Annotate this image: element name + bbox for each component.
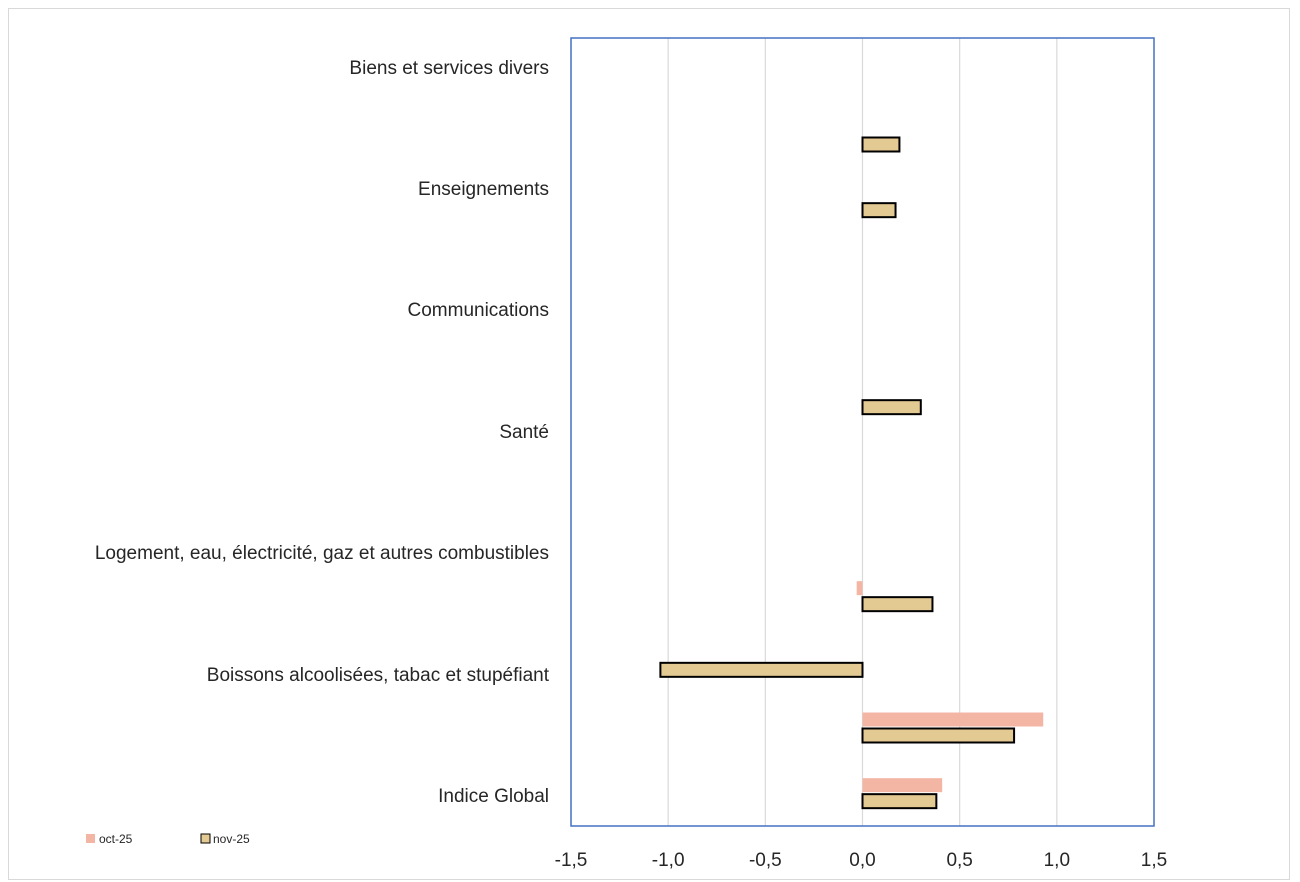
bar-oct-25-3 [856,581,863,596]
legend-label-nov: nov-25 [213,832,250,846]
legend-swatch-oct [86,834,95,843]
x-tick-label: 1,5 [1141,850,1167,871]
x-tick-label: 1,0 [1044,850,1070,871]
x-tick-label: 0,0 [849,850,875,871]
category-label-communications: Communications [408,300,550,321]
category-label-indice-global: Indice Global [438,786,549,807]
bar-nov-25-6 [861,399,922,416]
chart-area-frame [8,8,1290,880]
category-label-enseignements: Enseignements [418,179,549,200]
category-label-logement: Logement, eau, électricité, gaz et autre… [95,543,549,564]
bar-nov-25-1 [861,727,1016,744]
category-label-sante: Santé [499,422,549,443]
category-label-boissons: Boissons alcoolisées, tabac et stupéfian… [207,665,550,686]
x-tick-label: -1,0 [652,850,685,871]
bar-nov-25-2 [659,661,864,678]
bar-nov-25-9 [861,202,897,219]
bar-oct-25-0 [862,778,943,793]
bars [659,136,1044,810]
bar-nov-25-3 [861,596,934,613]
gridlines [667,38,1058,826]
bar-nov-25-10 [861,136,901,153]
plot-area-border [570,37,1155,827]
x-axis-ticks: -1,5 -1,0 -0,5 0,0 0,5 1,0 1,5 [555,850,1168,871]
legend-swatch-nov [200,833,211,844]
bar-oct-25-1 [862,712,1044,727]
legend: oct-25 nov-25 [86,832,250,846]
category-label-biens-services: Biens et services divers [349,58,549,79]
category-labels: Indice Global Boissons alcoolisées, taba… [95,58,550,807]
bar-nov-25-0 [861,793,938,810]
x-tick-label: -0,5 [749,850,782,871]
legend-label-oct: oct-25 [99,832,133,846]
x-tick-label: -1,5 [555,850,588,871]
x-tick-label: 0,5 [946,850,972,871]
